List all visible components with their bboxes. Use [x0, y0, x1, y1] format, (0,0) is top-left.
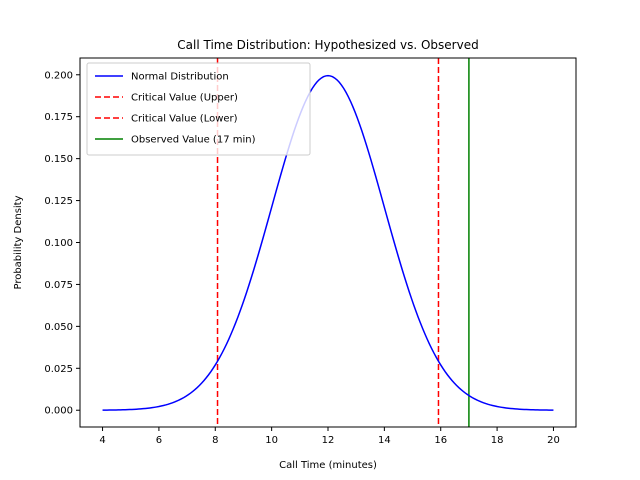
chart-title: Call Time Distribution: Hypothesized vs.… [177, 38, 478, 52]
x-axis-ticks: 4 6 8 10 12 14 16 18 20 [99, 427, 560, 446]
legend-entry-label: Normal Distribution [131, 72, 229, 83]
x-tick-label: 10 [265, 435, 278, 446]
x-axis-title: Call Time (minutes) [279, 460, 377, 471]
y-tick-label: 0.175 [44, 112, 73, 123]
data-curves [102, 74, 554, 411]
y-tick-label: 0.075 [44, 280, 73, 291]
x-tick-label: 20 [547, 435, 560, 446]
series-normal-distribution-curve [102, 74, 554, 411]
x-tick-label: 8 [212, 435, 218, 446]
legend-entry-label: Critical Value (Lower) [131, 114, 238, 125]
y-tick-label: 0.050 [44, 322, 73, 333]
x-tick-label: 14 [378, 435, 391, 446]
y-axis-title: Probability Density [13, 195, 24, 289]
legend-box [86, 62, 311, 156]
x-tick-label: 12 [322, 435, 335, 446]
x-tick-label: 18 [491, 435, 504, 446]
x-tick-label: 4 [99, 435, 105, 446]
y-tick-label: 0.125 [44, 196, 73, 207]
y-tick-label: 0.100 [44, 238, 73, 249]
reference-lines [216, 58, 470, 427]
x-tick-label: 6 [156, 435, 162, 446]
y-tick-label: 0.150 [44, 154, 73, 165]
y-tick-label: 0.000 [44, 406, 73, 417]
y-tick-label: 0.025 [44, 364, 73, 375]
y-tick-label: 0.200 [44, 70, 73, 81]
x-tick-label: 16 [434, 435, 447, 446]
legend-entry-label: Critical Value (Upper) [131, 93, 238, 104]
legend-entry-label: Observed Value (17 min) [131, 135, 256, 146]
legend: Normal Distribution Critical Value (Upper… [86, 62, 311, 156]
y-axis-ticks: 0.000 0.025 0.050 0.075 0.100 0.125 0.150 0.175… [44, 70, 80, 417]
